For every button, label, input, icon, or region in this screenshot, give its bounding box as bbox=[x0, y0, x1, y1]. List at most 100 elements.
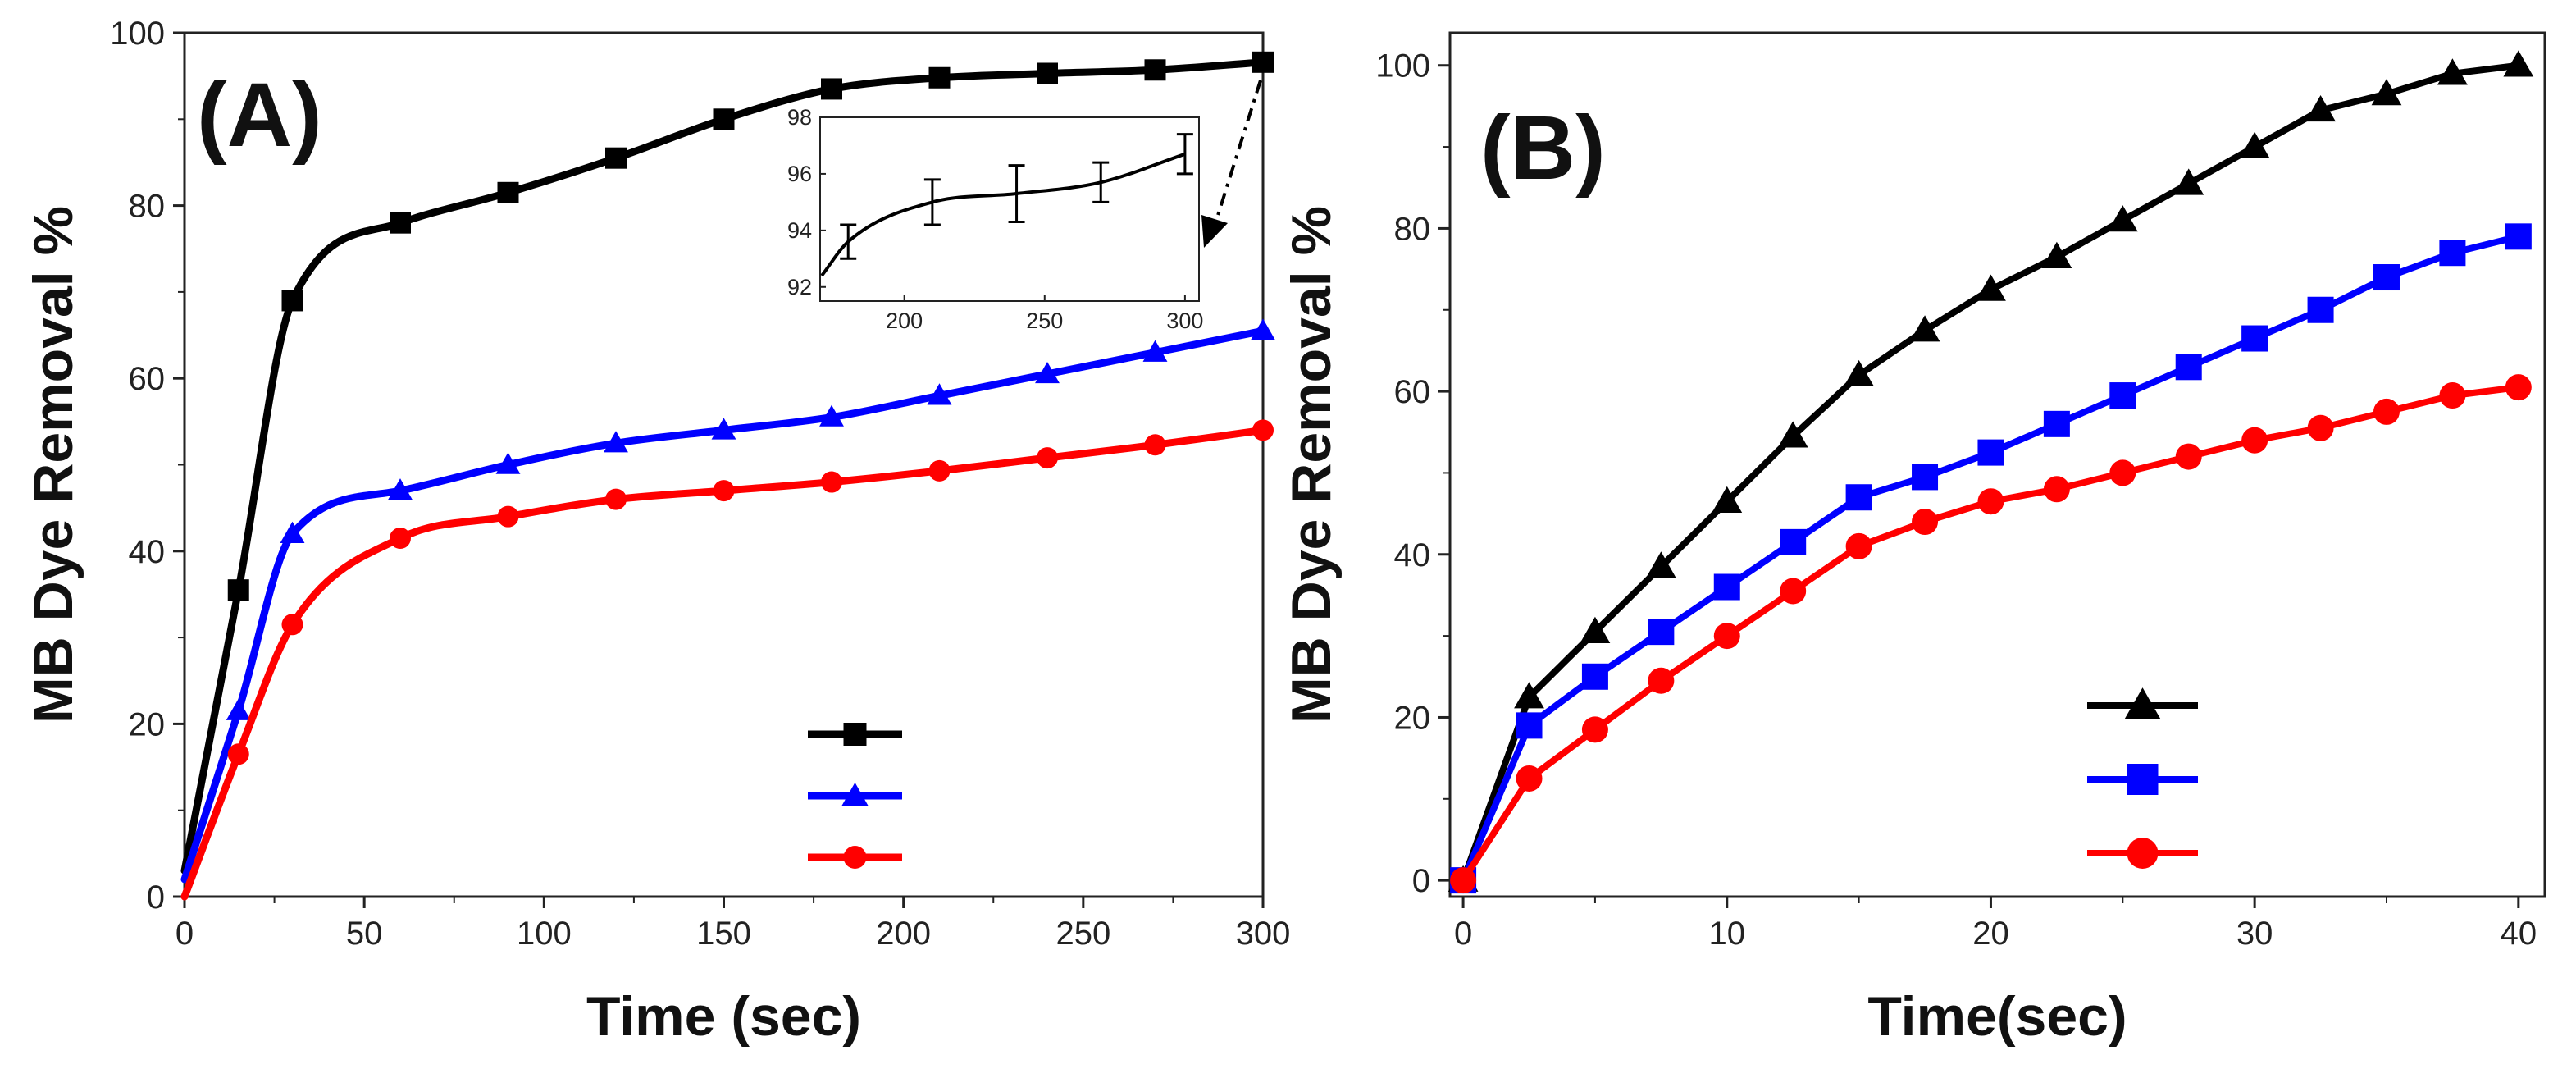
legend bbox=[808, 723, 902, 869]
data-point bbox=[1909, 315, 1940, 342]
inset-error-bar bbox=[1008, 164, 1025, 224]
y-tick-label: 100 bbox=[1375, 48, 1430, 84]
data-point bbox=[1581, 663, 1608, 690]
data-point bbox=[1976, 274, 2006, 301]
inset-arrow bbox=[1201, 80, 1262, 248]
inset-error-bar bbox=[1092, 161, 1110, 203]
data-point bbox=[2241, 325, 2268, 352]
data-point bbox=[2307, 414, 2334, 441]
series-zeolite bbox=[180, 419, 1274, 901]
data-point bbox=[2043, 476, 2070, 503]
series-zeolite bbox=[1450, 374, 2532, 894]
data-point bbox=[1035, 361, 1060, 384]
data-point bbox=[1912, 509, 1939, 536]
data-point bbox=[1580, 616, 1611, 643]
data-point bbox=[1977, 488, 2004, 515]
y-tick-label: 40 bbox=[1394, 537, 1431, 573]
y-axis-title: MB Dye Removal % bbox=[22, 206, 84, 724]
data-point bbox=[2371, 79, 2402, 106]
data-point bbox=[2043, 410, 2070, 437]
data-point bbox=[281, 614, 303, 636]
y-tick-label: 0 bbox=[147, 879, 165, 916]
data-point bbox=[1581, 716, 1608, 743]
data-point bbox=[1516, 712, 1543, 739]
data-point bbox=[1252, 51, 1274, 73]
data-point bbox=[1780, 528, 1807, 555]
data-point bbox=[1712, 486, 1743, 514]
arrow-head bbox=[1201, 215, 1228, 248]
y-tick-label: 60 bbox=[129, 361, 166, 397]
data-point bbox=[497, 505, 519, 528]
panel-label: (B) bbox=[1480, 98, 1606, 199]
series-nanocomposite bbox=[180, 51, 1274, 875]
x-axis-title: Time(sec) bbox=[1867, 985, 2127, 1048]
x-tick-label: 200 bbox=[876, 916, 931, 952]
data-point bbox=[1144, 434, 1166, 456]
data-point bbox=[1142, 340, 1168, 362]
inset-error-bar bbox=[840, 223, 857, 260]
data-point bbox=[2505, 374, 2532, 401]
x-tick-label: 50 bbox=[346, 916, 383, 952]
x-tick-label: 0 bbox=[1454, 916, 1472, 952]
data-point bbox=[1514, 682, 1544, 709]
inset-y-tick-label: 96 bbox=[787, 162, 812, 186]
legend-marker bbox=[841, 782, 869, 806]
data-point bbox=[713, 480, 735, 502]
y-axis-title: MB Dye Removal % bbox=[1280, 206, 1343, 724]
data-point bbox=[1037, 447, 1058, 469]
data-point bbox=[2175, 354, 2202, 381]
inset-x-tick-label: 200 bbox=[886, 308, 923, 333]
y-tick-label: 60 bbox=[1394, 374, 1431, 410]
data-point bbox=[821, 471, 842, 493]
data-point bbox=[1713, 573, 1740, 601]
data-point bbox=[227, 743, 249, 765]
data-point bbox=[281, 290, 303, 312]
legend-marker bbox=[843, 846, 867, 869]
data-point bbox=[1845, 532, 1872, 559]
inset-y-tick-label: 92 bbox=[787, 275, 812, 299]
data-point bbox=[1780, 578, 1807, 605]
data-point bbox=[1516, 765, 1543, 792]
data-point bbox=[390, 528, 411, 550]
data-point bbox=[2439, 382, 2466, 409]
data-point bbox=[1645, 551, 1676, 578]
y-tick-label: 40 bbox=[129, 534, 166, 570]
data-point bbox=[1912, 464, 1939, 491]
data-point bbox=[1144, 59, 1166, 81]
y-tick-label: 20 bbox=[1394, 700, 1431, 736]
data-point bbox=[1977, 439, 2004, 466]
x-tick-label: 150 bbox=[696, 916, 751, 952]
data-point bbox=[821, 78, 842, 100]
y-tick-label: 80 bbox=[129, 189, 166, 225]
data-point bbox=[2175, 443, 2202, 470]
y-tick-label: 0 bbox=[1412, 863, 1430, 899]
data-point bbox=[1648, 667, 1675, 694]
data-point bbox=[495, 452, 521, 474]
data-point bbox=[2109, 382, 2136, 409]
data-point bbox=[2503, 50, 2534, 77]
legend-marker bbox=[2127, 764, 2159, 795]
data-point bbox=[1648, 619, 1675, 646]
legend-marker bbox=[2127, 838, 2159, 869]
data-point bbox=[227, 579, 249, 601]
data-point bbox=[226, 698, 251, 720]
y-tick-label: 100 bbox=[110, 16, 165, 52]
series-line bbox=[1460, 62, 2519, 882]
data-point bbox=[604, 431, 628, 453]
data-point bbox=[2373, 264, 2400, 291]
series-nanocomposite bbox=[1448, 50, 2534, 892]
plot-frame bbox=[1448, 31, 2546, 898]
y-tick-label: 80 bbox=[1394, 211, 1431, 247]
data-point bbox=[388, 478, 413, 500]
data-point bbox=[2439, 240, 2466, 267]
inset-chart: 200 250 300 92 94 96 98 bbox=[787, 105, 1203, 333]
data-point bbox=[2307, 296, 2334, 323]
x-tick-label: 0 bbox=[176, 916, 194, 952]
inset-x-tick-label: 250 bbox=[1026, 308, 1063, 333]
series-line bbox=[1460, 233, 2519, 882]
inset-y-tick-label: 94 bbox=[787, 218, 812, 243]
x-tick-label: 300 bbox=[1236, 916, 1291, 952]
data-point bbox=[1252, 419, 1274, 441]
data-point bbox=[605, 147, 627, 169]
data-point bbox=[713, 108, 735, 130]
